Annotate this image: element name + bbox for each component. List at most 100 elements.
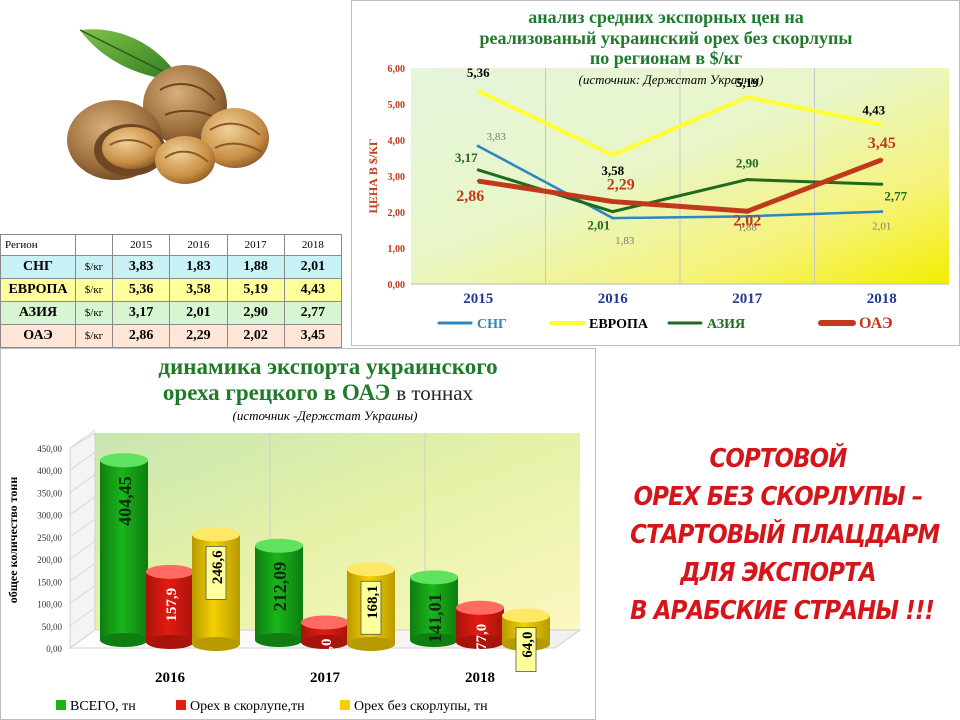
table-cell-value: 2,02 bbox=[226, 324, 285, 348]
data-point bbox=[476, 144, 480, 148]
table-cell-value: 2,01 bbox=[283, 255, 343, 279]
table-cell-value: 2,29 bbox=[169, 324, 228, 348]
data-label: 2,29 bbox=[607, 177, 635, 194]
data-label: 3,58 bbox=[601, 163, 624, 178]
gridline bbox=[69, 518, 96, 538]
x-tick-label: 2015 bbox=[463, 291, 493, 307]
x-tick-label: 2017 bbox=[310, 670, 341, 686]
data-label: 3,45 bbox=[868, 135, 896, 152]
y-tick-label: 5,00 bbox=[388, 100, 406, 111]
bar: 77,0 bbox=[456, 600, 504, 650]
y-tick-label: 6,00 bbox=[388, 64, 406, 75]
data-label-group: 404,45 bbox=[115, 476, 135, 526]
legend-swatch bbox=[56, 700, 66, 710]
slogan-line: ОРЕХ БЕЗ СКОРЛУПЫ – bbox=[633, 482, 924, 512]
data-label: 157,9 bbox=[164, 588, 180, 622]
data-point bbox=[745, 178, 749, 182]
gridline bbox=[69, 496, 96, 516]
data-label: 2,77 bbox=[884, 188, 907, 203]
data-point bbox=[611, 200, 615, 204]
data-label: 4,43 bbox=[862, 103, 885, 118]
table-header-cell bbox=[75, 234, 113, 256]
table-cell-value: 5,19 bbox=[226, 278, 285, 302]
data-label-group: 212,09 bbox=[270, 562, 290, 612]
legend-swatch bbox=[176, 700, 186, 710]
bar: 44,0 bbox=[301, 615, 349, 665]
y-tick-label: 200,00 bbox=[37, 555, 62, 565]
y-axis-label: общее количество тонн bbox=[6, 477, 20, 604]
data-label: 1,83 bbox=[615, 235, 635, 247]
bar-base bbox=[301, 635, 349, 649]
table-cell-value: 2,86 bbox=[111, 324, 171, 348]
chart-title-main: ореха грецкого в ОАЭ bbox=[163, 380, 390, 405]
gridline bbox=[69, 429, 96, 449]
legend-label: СНГ bbox=[477, 317, 507, 332]
y-tick-label: 1,00 bbox=[388, 244, 406, 255]
gridline bbox=[69, 607, 96, 627]
data-label-group: 157,9 bbox=[164, 588, 180, 622]
data-label-group: 168,1 bbox=[360, 580, 382, 635]
bar-top bbox=[347, 562, 395, 577]
data-label: 404,45 bbox=[115, 476, 135, 526]
y-tick-label: 400,00 bbox=[37, 466, 62, 476]
y-tick-label: 50,00 bbox=[42, 622, 63, 632]
data-point bbox=[880, 123, 884, 127]
legend-label: ВСЕГО, тн bbox=[70, 699, 136, 714]
slogan-line: ДЛЯ ЭКСПОРТА bbox=[680, 558, 876, 588]
bar-top bbox=[192, 527, 240, 542]
data-label-group: 141,01 bbox=[425, 593, 445, 643]
table-header-cell: Регион bbox=[0, 234, 76, 256]
x-tick-label: 2016 bbox=[598, 291, 629, 307]
bar-top bbox=[255, 538, 303, 553]
table-row: ЕВРОПА $/кг 5,36 3,58 5,19 4,43 bbox=[0, 278, 343, 302]
data-label-group: 77,0 bbox=[474, 624, 490, 650]
data-point bbox=[476, 179, 480, 183]
y-tick-label: 0,00 bbox=[46, 644, 62, 654]
data-label: 3,17 bbox=[455, 150, 478, 165]
table-cell-unit: $/кг bbox=[75, 324, 113, 348]
gridline bbox=[69, 451, 96, 471]
table-row: СНГ $/кг 3,83 1,83 1,88 2,01 bbox=[0, 255, 343, 279]
data-label: 2,01 bbox=[872, 221, 891, 233]
data-label: 2,90 bbox=[736, 156, 759, 171]
chart-title-line: анализ средних экспорных цен на bbox=[528, 7, 803, 27]
data-point bbox=[880, 158, 884, 162]
data-point bbox=[880, 182, 884, 186]
bar-base bbox=[456, 635, 504, 649]
slogan-line: СТАРТОВЫЙ ПЛАЦДАРМ bbox=[630, 520, 940, 550]
data-label: 168,1 bbox=[365, 585, 381, 619]
table-cell-value: 3,58 bbox=[169, 278, 228, 302]
data-label: 212,09 bbox=[270, 562, 290, 612]
gridline bbox=[69, 629, 96, 649]
table-cell-value: 1,83 bbox=[169, 255, 228, 279]
chart-title-line: реализованый украинский орех без скорлуп… bbox=[480, 28, 853, 48]
table-cell-value: 4,43 bbox=[283, 278, 343, 302]
table-cell-unit: $/кг bbox=[75, 301, 113, 325]
y-tick-label: 300,00 bbox=[37, 511, 62, 521]
table-header-row: Регион 2015 2016 2017 2018 bbox=[0, 234, 343, 256]
table-cell-unit: $/кг bbox=[75, 255, 113, 279]
gridline bbox=[69, 540, 96, 560]
table-cell-unit: $/кг bbox=[75, 278, 113, 302]
data-label: 5,19 bbox=[736, 75, 759, 90]
price-line-chart: 0,00 1,00 2,00 3,00 4,00 5,00 6,00 3,83 1,83 1,8… bbox=[351, 0, 960, 346]
x-tick-label: 2017 bbox=[732, 291, 763, 307]
bar-top bbox=[301, 615, 349, 630]
bar-top bbox=[456, 600, 504, 615]
table-header-cell: 2016 bbox=[169, 234, 228, 256]
data-label: 2,86 bbox=[456, 188, 484, 205]
data-label: 44,0 bbox=[319, 638, 335, 664]
bar: 64,0 bbox=[502, 608, 550, 672]
y-tick-label: 100,00 bbox=[37, 600, 62, 610]
bar-top bbox=[146, 564, 194, 579]
data-point bbox=[880, 210, 884, 214]
table-cell-value: 2,90 bbox=[226, 301, 285, 325]
chart-title-line: по регионам в $/кг bbox=[590, 48, 742, 68]
bar-body bbox=[100, 460, 148, 640]
data-label: 64,0 bbox=[520, 632, 536, 658]
table-header-cell: 2017 bbox=[226, 234, 285, 256]
slogan: СОРТОВОЙ ОРЕХ БЕЗ СКОРЛУПЫ – СТАРТОВЫЙ П… bbox=[630, 440, 940, 630]
y-tick-label: 350,00 bbox=[37, 488, 62, 498]
table-row: ОАЭ $/кг 2,86 2,29 2,02 3,45 bbox=[0, 324, 343, 348]
data-label-group: 44,0 bbox=[319, 638, 335, 664]
